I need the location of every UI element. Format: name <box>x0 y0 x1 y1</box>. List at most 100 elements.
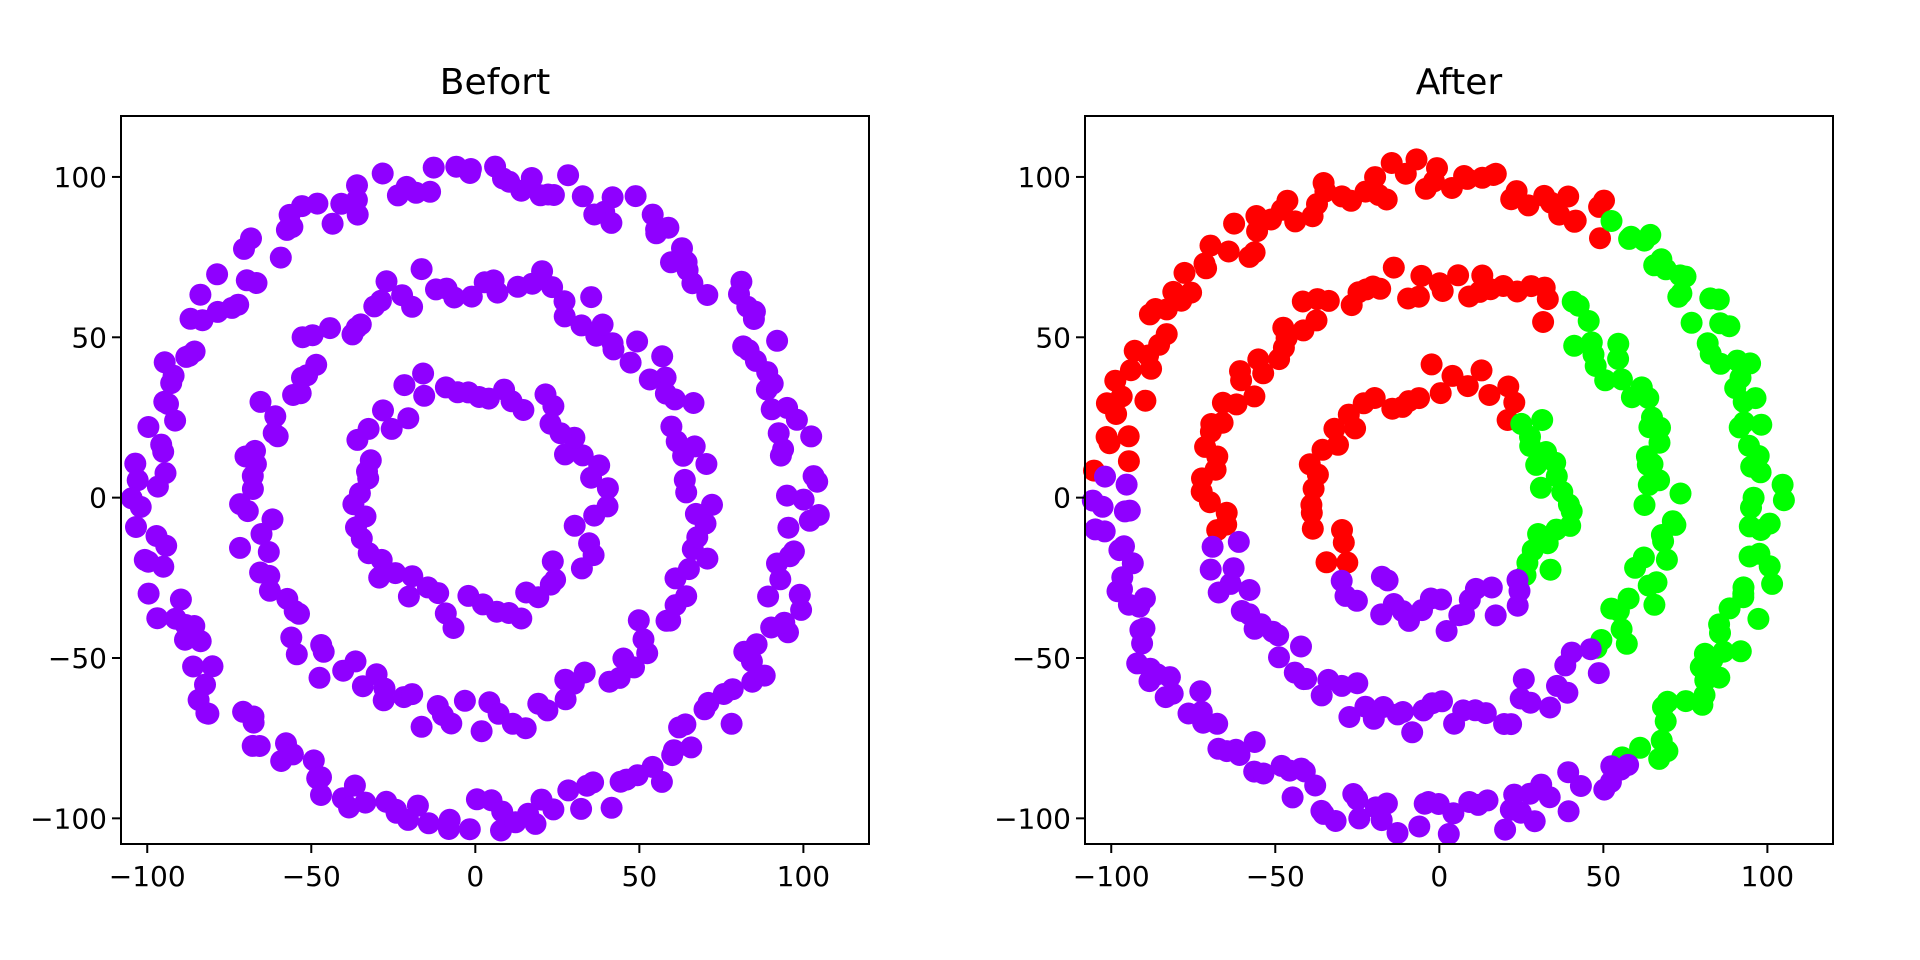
scatter-point <box>1138 303 1161 326</box>
scatter-point <box>372 399 394 422</box>
scatter-point <box>745 633 768 656</box>
scatter-point <box>1708 613 1731 636</box>
scatter-point <box>1158 666 1181 689</box>
x-tick-label: −50 <box>282 860 341 893</box>
scatter-point <box>557 779 580 802</box>
scatter-point <box>1420 353 1443 376</box>
scatter-point <box>571 444 594 467</box>
scatter-point <box>721 678 744 701</box>
scatter-point <box>321 212 344 235</box>
x-tick-label: 0 <box>466 860 484 893</box>
scatter-point <box>782 540 805 563</box>
scatter-point <box>1252 762 1275 785</box>
scatter-point <box>1742 486 1765 509</box>
scatter-point <box>440 712 463 735</box>
scatter-point <box>753 664 776 687</box>
scatter-point <box>732 335 755 358</box>
scatter-point <box>302 749 325 772</box>
y-tick-label: 0 <box>89 482 107 515</box>
scatter-point <box>1629 736 1652 759</box>
scatter-point <box>514 717 537 740</box>
scatter-point <box>1471 264 1494 287</box>
scatter-point <box>1732 576 1755 599</box>
scatter-point <box>417 812 440 835</box>
scatter-point <box>641 203 664 226</box>
scatter-point <box>282 384 305 406</box>
scatter-point <box>1579 638 1602 661</box>
scatter-point <box>437 818 460 840</box>
scatter-point <box>1311 438 1334 461</box>
scatter-point <box>410 715 433 738</box>
scatter-point <box>1095 426 1118 448</box>
scatter-point <box>1230 369 1253 392</box>
scatter-point <box>344 650 367 673</box>
scatter-point <box>1733 411 1756 434</box>
scatter-point <box>206 263 229 286</box>
scatter-point <box>660 251 682 274</box>
scatter-point <box>179 307 202 330</box>
scatter-point <box>155 534 178 557</box>
scatter-point <box>275 218 298 241</box>
scatter-point <box>291 326 314 349</box>
scatter-point <box>1338 706 1361 728</box>
scatter-point <box>250 523 273 545</box>
scatter-point <box>1410 264 1433 287</box>
scatter-point <box>1708 666 1731 689</box>
scatter-point <box>1195 257 1218 280</box>
x-tick-label: 100 <box>777 860 830 893</box>
scatter-point <box>596 477 619 500</box>
panel-before: Befort −100 −50 0 50 100 −100 −50 0 50 100 <box>30 62 870 893</box>
scatter-point <box>1223 212 1246 235</box>
scatter-point <box>1302 477 1325 500</box>
scatter-point <box>1380 152 1403 174</box>
scatter-point <box>1610 368 1633 391</box>
scatter-point <box>506 275 529 298</box>
x-tick-label: −100 <box>1073 860 1150 893</box>
y-axis-after: −100 −50 0 50 100 <box>994 161 1085 835</box>
scatter-point <box>1589 227 1611 250</box>
scatter-point <box>1252 362 1275 385</box>
scatter-point <box>235 269 258 292</box>
scatter-point <box>1620 225 1643 248</box>
scatter-point <box>696 284 719 306</box>
scatter-point <box>1539 696 1561 719</box>
scatter-point <box>1458 285 1481 308</box>
scatter-point <box>541 276 564 299</box>
scatter-point <box>1131 632 1154 655</box>
x-tick-label: 100 <box>1741 860 1794 893</box>
scatter-point <box>1301 205 1324 228</box>
scatter-point <box>393 374 416 397</box>
scatter-point <box>280 626 303 649</box>
scatter-point <box>1506 569 1529 591</box>
scatter-point <box>673 468 696 491</box>
scatter-point <box>1301 517 1324 540</box>
scatter-point <box>563 514 586 537</box>
scatter-point <box>760 398 783 421</box>
scatter-point <box>380 417 403 440</box>
scatter-point <box>776 484 798 507</box>
scatter-point <box>1228 744 1251 766</box>
scatter-point <box>1758 512 1781 535</box>
scatter-point <box>236 500 259 523</box>
scatter-point <box>767 422 790 445</box>
scatter-point <box>541 550 564 573</box>
scatter-point <box>1476 789 1499 812</box>
scatter-point <box>583 203 606 226</box>
scatter-point <box>422 156 445 179</box>
scatter-point <box>601 186 624 209</box>
scatter-point <box>1503 783 1526 806</box>
scatter-point <box>536 699 559 722</box>
y-tick-label: 50 <box>1035 321 1071 354</box>
scatter-point <box>384 562 407 585</box>
scatter-point <box>1617 587 1640 610</box>
scatter-point <box>1312 172 1335 194</box>
scatter-point <box>638 368 661 391</box>
scatter-point <box>662 739 685 762</box>
scatter-point <box>1531 409 1554 431</box>
scatter-point <box>1505 180 1528 203</box>
panel-after: After −100 −50 0 50 100 −100 −50 0 50 100 <box>994 62 1834 893</box>
scatter-point <box>1315 551 1338 574</box>
scatter-point <box>1105 403 1128 425</box>
scatter-point <box>1408 815 1431 838</box>
